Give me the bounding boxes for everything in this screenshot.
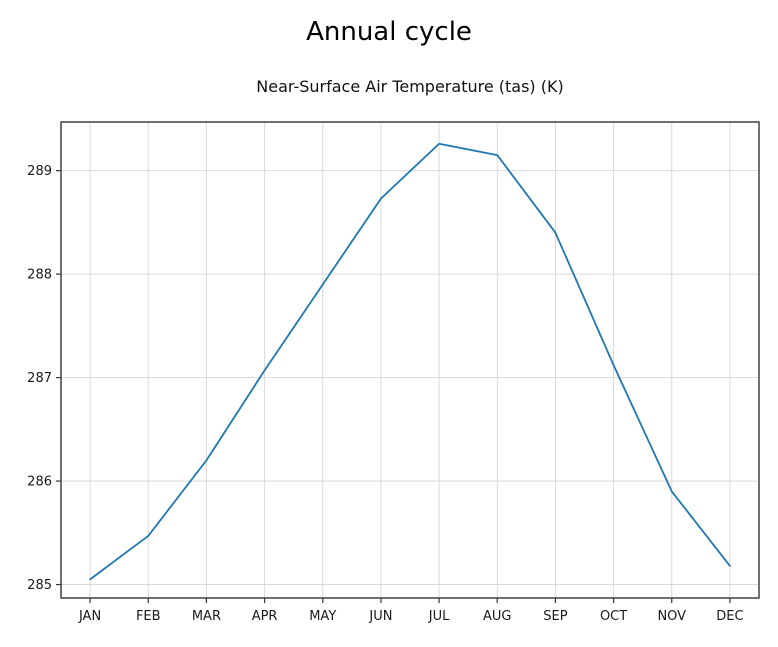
plot-frame — [60, 121, 760, 599]
y-tick-label: 288 — [27, 268, 52, 283]
x-tick-label: JUN — [368, 609, 392, 624]
x-tick-label: APR — [252, 609, 278, 624]
x-tick-label: SEP — [543, 609, 567, 624]
y-tick-label: 287 — [27, 371, 52, 386]
x-tick-label: MAR — [192, 609, 221, 624]
x-tick-label: MAY — [309, 609, 336, 624]
y-tick-label: 286 — [27, 475, 52, 490]
x-tick-label: DEC — [716, 609, 743, 624]
x-tick-label: JUL — [428, 609, 450, 624]
x-tick-label: NOV — [657, 609, 686, 624]
x-tick-label: OCT — [600, 609, 627, 624]
x-tick-label: FEB — [136, 609, 161, 624]
x-tick-label: AUG — [483, 609, 511, 624]
figure-title: Annual cycle — [306, 17, 472, 47]
y-tick-label: 289 — [27, 164, 52, 179]
series-line-near-surface-air-temperature-tas — [89, 142, 731, 581]
axes-title: Near-Surface Air Temperature (tas) (K) — [256, 77, 564, 96]
x-tick-label: JAN — [78, 609, 101, 624]
y-tick-label: 285 — [27, 578, 52, 593]
